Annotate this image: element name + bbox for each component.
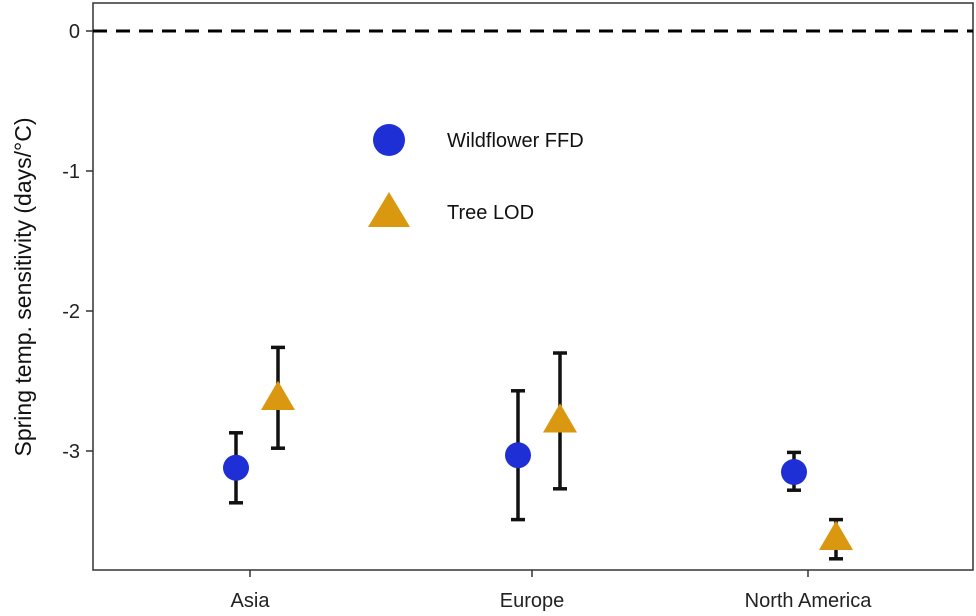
legend: Wildflower FFD Tree LOD (368, 124, 584, 227)
y-tick-label: -2 (62, 301, 80, 323)
x-tick-label: Asia (231, 590, 271, 612)
point-tree-lod (819, 520, 853, 551)
x-tick-label: North America (745, 590, 873, 612)
plot-area-frame (92, 2, 974, 571)
x-tick-label: Europe (500, 590, 565, 612)
y-tick-label: -1 (62, 161, 80, 183)
data-points (223, 380, 853, 551)
y-axis: 0 -1 -2 -3 (62, 21, 93, 463)
y-tick-label: -3 (62, 441, 80, 463)
point-tree-lod (543, 403, 577, 433)
y-tick-label: 0 (69, 21, 80, 43)
legend-marker-wildflower-ffd (373, 124, 405, 156)
point-wildflower-ffd (781, 459, 807, 485)
legend-label-wildflower-ffd: Wildflower FFD (447, 130, 584, 152)
point-tree-lod (261, 380, 295, 411)
legend-marker-tree-lod (368, 192, 410, 227)
x-axis: Asia Europe North America (231, 570, 873, 612)
point-wildflower-ffd (223, 454, 249, 481)
point-wildflower-ffd (505, 442, 531, 469)
legend-label-tree-lod: Tree LOD (447, 202, 534, 224)
y-axis-title: Spring temp. sensitivity (days/°C) (10, 118, 36, 457)
